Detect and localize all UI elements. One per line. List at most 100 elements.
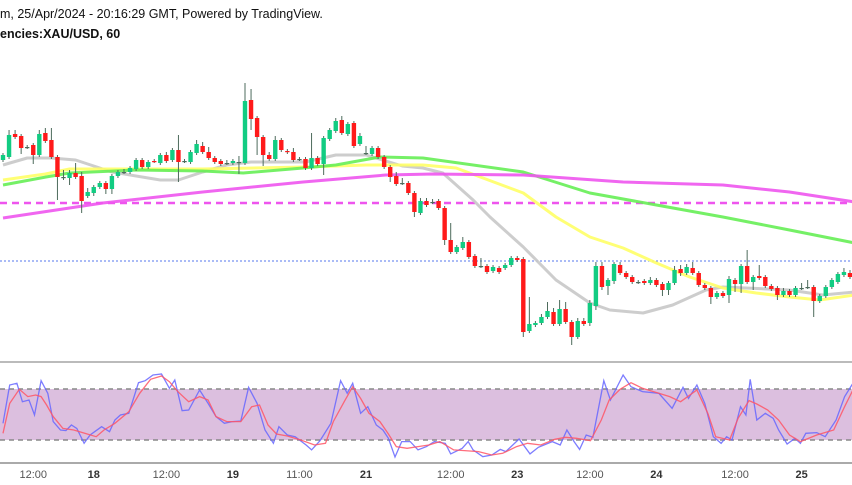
candle-body [642, 281, 647, 283]
candle [406, 181, 411, 195]
candle [297, 157, 302, 161]
candle-body [841, 272, 847, 275]
candle-body [442, 208, 447, 240]
candle-body [708, 288, 714, 297]
candle [218, 159, 223, 166]
candle [823, 285, 828, 298]
candle-body [654, 280, 659, 285]
candle-body [757, 276, 762, 278]
candle-body [763, 277, 768, 286]
candle [726, 276, 732, 303]
candle [575, 318, 580, 339]
candle [394, 172, 399, 186]
candle [545, 302, 550, 319]
candle [400, 178, 405, 185]
candle-body [121, 172, 127, 174]
candle [660, 282, 665, 296]
candle-body [811, 287, 816, 301]
candle [702, 283, 707, 290]
candle [158, 153, 163, 165]
candle [841, 268, 847, 277]
candle [666, 281, 671, 295]
candle [430, 199, 435, 204]
candle-body [406, 183, 411, 193]
candle [73, 163, 78, 179]
candle-body [230, 161, 236, 163]
candle [563, 302, 568, 324]
candle [91, 185, 96, 196]
candle [321, 136, 326, 175]
candle [230, 159, 236, 165]
candle-body [254, 118, 260, 137]
candle-body [12, 134, 18, 137]
time-axis-label: 12:00 [576, 469, 604, 481]
candle-body [472, 256, 478, 266]
candle [581, 318, 586, 326]
candle [732, 278, 738, 292]
candle [381, 155, 387, 169]
candle [799, 283, 804, 290]
candle-body [242, 101, 248, 163]
candle-body [690, 268, 695, 273]
candle [418, 198, 423, 215]
candle [6, 130, 12, 159]
candle-body [49, 140, 54, 157]
candle-body [369, 148, 375, 154]
candle [85, 188, 90, 198]
candle [787, 289, 792, 297]
candle-body [200, 146, 205, 152]
candle-body [127, 168, 133, 172]
candle [273, 136, 278, 161]
candle-body [581, 321, 586, 324]
stochastic-k-line [2, 373, 852, 459]
chart-info-line: m, 25/Apr/2024 - 20:16:29 GMT, Powered b… [0, 7, 323, 21]
candle [67, 170, 72, 185]
candle [345, 122, 351, 136]
candle [502, 263, 508, 270]
candle [254, 116, 260, 155]
candle [775, 286, 780, 300]
candle-body [164, 155, 169, 161]
candle-body [146, 162, 151, 167]
candle [12, 130, 18, 139]
candle-body [611, 264, 617, 281]
candle-body [509, 258, 514, 265]
candle-body [787, 291, 792, 295]
candle [690, 262, 695, 275]
candle-body [672, 270, 677, 283]
candle-body [297, 159, 302, 161]
candle-body [351, 123, 357, 146]
candle-body [666, 283, 671, 290]
candle [236, 156, 242, 174]
candle-body [357, 136, 363, 144]
candle-body [375, 148, 381, 157]
candle [309, 133, 314, 170]
candle [31, 143, 36, 164]
candle [539, 314, 544, 325]
candle-body [436, 201, 441, 208]
candle [139, 158, 145, 169]
candle [587, 300, 593, 326]
candle [182, 159, 187, 163]
candle-body [18, 136, 24, 148]
time-axis-label: 12:00 [437, 469, 465, 481]
candle-body [303, 159, 308, 168]
candle [696, 271, 701, 287]
candle-body [194, 144, 199, 153]
candle [121, 169, 127, 174]
candle-body [696, 273, 701, 285]
candle-body [496, 268, 502, 272]
candle-body [515, 258, 520, 260]
candle [630, 275, 635, 284]
time-axis-label: 12:00 [153, 469, 181, 481]
candle-body [139, 160, 145, 167]
candle [551, 308, 556, 326]
time-axis-label: 23 [511, 469, 523, 481]
candle-body [684, 267, 689, 273]
candle-body [484, 266, 490, 272]
candle [375, 146, 381, 159]
candle [829, 278, 835, 289]
candle [515, 256, 520, 262]
candle-body [726, 279, 732, 295]
